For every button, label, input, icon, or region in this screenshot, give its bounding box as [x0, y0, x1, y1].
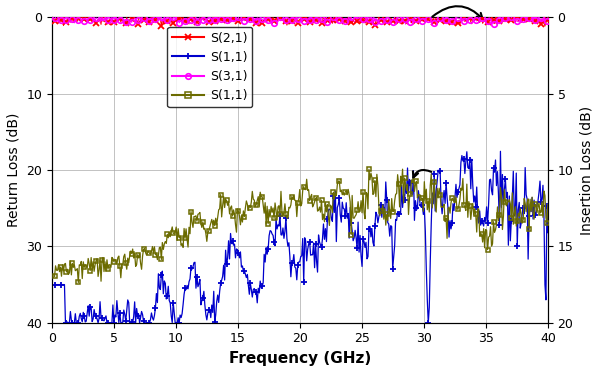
- Y-axis label: Insertion Loss (dB): Insertion Loss (dB): [579, 106, 593, 235]
- Y-axis label: Return Loss (dB): Return Loss (dB): [7, 113, 21, 227]
- X-axis label: Frequency (GHz): Frequency (GHz): [229, 351, 371, 366]
- Legend: S(2,1), S(1,1), S(3,1), S(1,1): S(2,1), S(1,1), S(3,1), S(1,1): [167, 26, 253, 107]
